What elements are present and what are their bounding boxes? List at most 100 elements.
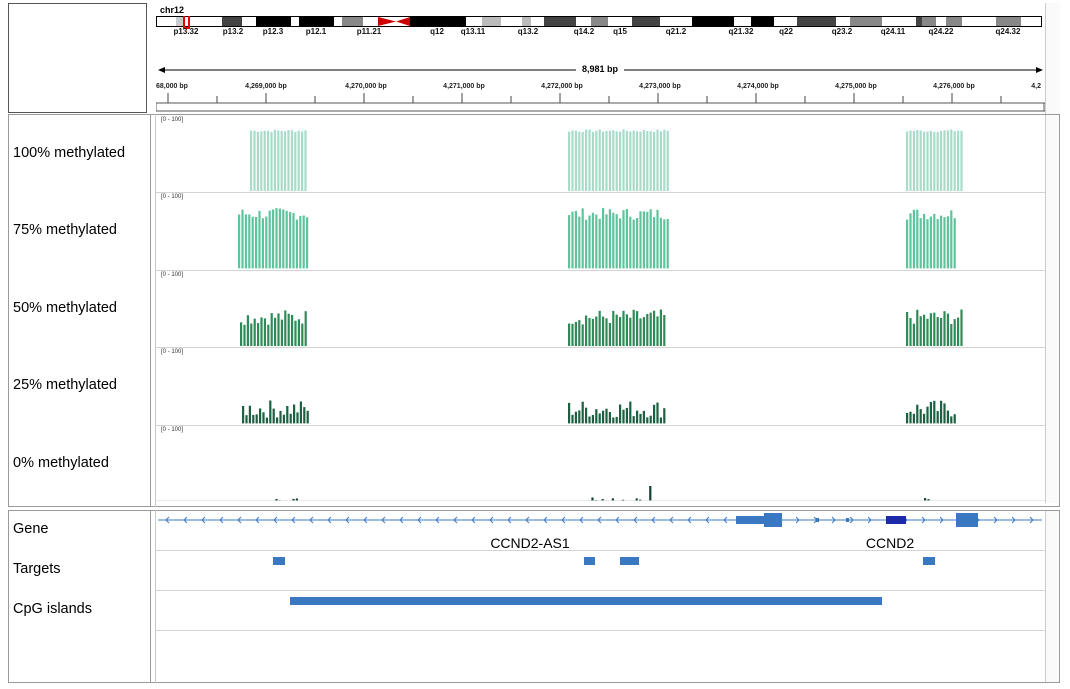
strand-arrow-left[interactable]: [687, 516, 692, 524]
strand-arrow-right[interactable]: [831, 516, 836, 524]
data-panel-divider: [150, 114, 151, 507]
strand-arrow-left[interactable]: [291, 516, 296, 524]
strand-arrow-left[interactable]: [327, 516, 332, 524]
cpg-island-feature[interactable]: [290, 597, 882, 605]
track-label[interactable]: 50% methylated: [13, 299, 117, 316]
methylation-bar: [255, 414, 258, 424]
ruler-panel: 8,981 bp 68,000 bp 4,269,000 bp 4,270,000 …: [156, 45, 1045, 113]
methylation-bar: [608, 322, 611, 347]
strand-arrow-left[interactable]: [597, 516, 602, 524]
strand-arrow-left[interactable]: [489, 516, 494, 524]
gene-exon[interactable]: [764, 513, 782, 527]
band-label: p12.1: [305, 27, 327, 36]
strand-arrow-left[interactable]: [705, 516, 710, 524]
methylation-bar: [301, 131, 304, 192]
strand-arrow-left[interactable]: [255, 516, 260, 524]
methylation-bar: [909, 317, 912, 347]
strand-arrow-left[interactable]: [453, 516, 458, 524]
track-separator: [156, 347, 1045, 349]
strand-arrow-left[interactable]: [507, 516, 512, 524]
strand-arrow-left[interactable]: [183, 516, 188, 524]
strand-arrow-left[interactable]: [201, 516, 206, 524]
strand-arrow-right[interactable]: [795, 516, 800, 524]
strand-arrow-left[interactable]: [273, 516, 278, 524]
vertical-scrollbar-lower[interactable]: [1045, 510, 1060, 682]
strand-arrow-left[interactable]: [651, 516, 656, 524]
gene-name-ccnd2[interactable]: CCND2: [865, 535, 915, 551]
gene-exon[interactable]: [816, 518, 819, 522]
methylation-bar: [615, 417, 618, 424]
strand-arrow-right[interactable]: [993, 516, 998, 524]
methylation-bar: [272, 209, 275, 269]
strand-arrow-right[interactable]: [1029, 516, 1034, 524]
ruler-span-label: 8,981 bp: [575, 64, 625, 74]
strand-arrow-right[interactable]: [867, 516, 872, 524]
strand-arrow-left[interactable]: [435, 516, 440, 524]
methylation-bar: [612, 310, 615, 347]
target-feature[interactable]: [923, 557, 935, 565]
methylation-bar: [909, 411, 912, 424]
targets-track-label[interactable]: Targets: [13, 561, 61, 577]
gene-exon[interactable]: [846, 518, 849, 522]
methylation-bar-plot[interactable]: [156, 122, 1045, 192]
strand-arrow-left[interactable]: [219, 516, 224, 524]
methylation-bar-plot[interactable]: [156, 354, 1045, 424]
target-feature[interactable]: [584, 557, 595, 565]
gene-name-ccnd2-as1[interactable]: CCND2-AS1: [490, 535, 570, 551]
gene-exon[interactable]: [956, 513, 978, 527]
strand-arrow-left[interactable]: [579, 516, 584, 524]
band-label: p12.3: [262, 27, 284, 36]
strand-arrow-left[interactable]: [165, 516, 170, 524]
ruler-arrow-left: [158, 67, 165, 73]
ruler-tick-label: 4,275,000 bp: [835, 83, 877, 90]
track-label[interactable]: 75% methylated: [13, 222, 117, 239]
gene-track-label[interactable]: Gene: [13, 521, 49, 537]
strand-arrow-left[interactable]: [363, 516, 368, 524]
track-label[interactable]: 0% methylated: [13, 454, 109, 471]
strand-arrow-left[interactable]: [417, 516, 422, 524]
methylation-bar: [291, 314, 294, 347]
methylation-bar: [924, 497, 927, 501]
strand-arrow-right[interactable]: [1011, 516, 1016, 524]
methylation-bar-plot[interactable]: [156, 432, 1045, 501]
strand-arrow-left[interactable]: [669, 516, 674, 524]
target-feature[interactable]: [620, 557, 639, 565]
strand-arrow-left[interactable]: [471, 516, 476, 524]
track-label[interactable]: 100% methylated: [13, 145, 126, 161]
gene-exon[interactable]: [736, 516, 764, 524]
methylation-bar-plot[interactable]: [156, 277, 1045, 347]
target-feature[interactable]: [273, 557, 285, 565]
strand-arrow-left[interactable]: [399, 516, 404, 524]
band-label: q21.32: [728, 27, 754, 36]
strand-arrow-left[interactable]: [345, 516, 350, 524]
ideogram-panel[interactable]: chr12 p13.32 p13.2 p12.3 p12.1 p11.21 q12 q13.…: [156, 3, 1045, 45]
strand-arrow-left[interactable]: [723, 516, 728, 524]
track-label[interactable]: 25% methylated: [13, 377, 117, 394]
methylation-bar-plot[interactable]: [156, 199, 1045, 269]
cpg-track-label[interactable]: CpG islands: [13, 601, 92, 617]
vertical-scrollbar[interactable]: [1045, 3, 1060, 503]
strand-arrow-right[interactable]: [849, 516, 854, 524]
methylation-bar: [957, 130, 960, 192]
strand-arrow-right[interactable]: [921, 516, 926, 524]
strand-arrow-right[interactable]: [939, 516, 944, 524]
strand-arrow-left[interactable]: [543, 516, 548, 524]
methylation-bar: [253, 130, 256, 192]
chromosome-ideogram[interactable]: [156, 16, 1045, 32]
methylation-bar: [260, 131, 263, 192]
methylation-bar: [262, 412, 265, 424]
strand-arrow-left[interactable]: [309, 516, 314, 524]
strand-arrow-left[interactable]: [633, 516, 638, 524]
current-region-indicator[interactable]: [183, 16, 190, 29]
methylation-bar: [568, 215, 571, 269]
strand-arrow-left[interactable]: [237, 516, 242, 524]
methylation-bar: [574, 211, 577, 269]
strand-arrow-left[interactable]: [561, 516, 566, 524]
strand-arrow-left[interactable]: [381, 516, 386, 524]
feature-tracks-svg[interactable]: [156, 510, 1045, 630]
strand-arrow-left[interactable]: [615, 516, 620, 524]
methylation-bar: [276, 417, 279, 424]
gene-exon[interactable]: [886, 516, 906, 524]
methylation-bar: [936, 316, 939, 347]
strand-arrow-left[interactable]: [525, 516, 530, 524]
